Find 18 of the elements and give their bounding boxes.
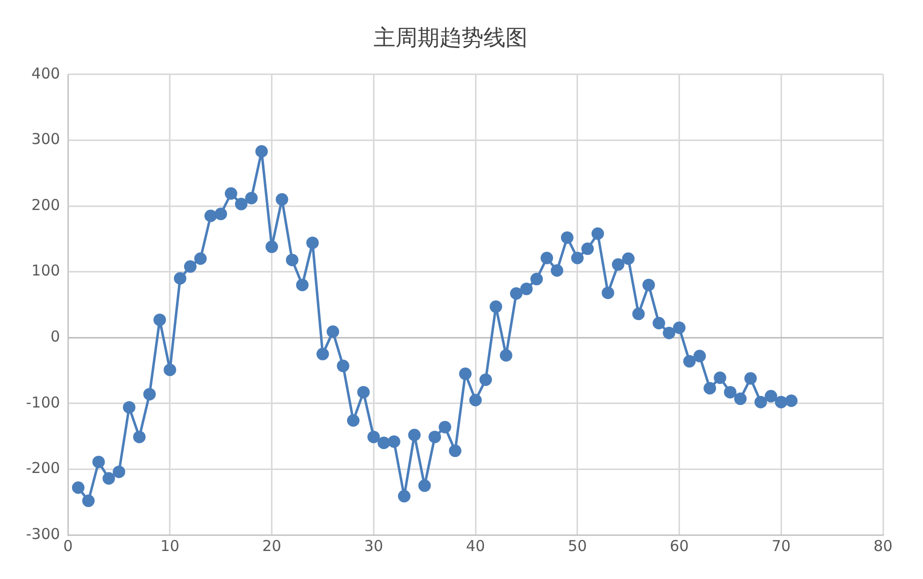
- y-tick-label: 100: [31, 262, 60, 280]
- y-tick-label: -100: [26, 393, 60, 412]
- x-tick-label: 40: [466, 536, 486, 555]
- x-tick-label: 70: [772, 536, 791, 555]
- y-tick-label: -300: [26, 524, 60, 543]
- x-tick-label: 60: [670, 536, 689, 555]
- x-tick-label: 80: [873, 536, 893, 555]
- x-tick-label: 10: [160, 536, 180, 555]
- y-tick-label: 200: [31, 196, 60, 214]
- y-tick-label: 0: [50, 327, 60, 346]
- x-tick-label: 0: [63, 536, 73, 555]
- y-tick-label: -200: [26, 459, 60, 478]
- chart-title: 主周期趋势线图: [374, 26, 528, 51]
- x-tick-label: 30: [364, 536, 384, 555]
- x-tick-label: 20: [262, 536, 282, 555]
- y-tick-label: 400: [31, 64, 60, 82]
- y-tick-label: 300: [31, 130, 60, 148]
- x-tick-label: 50: [568, 536, 587, 555]
